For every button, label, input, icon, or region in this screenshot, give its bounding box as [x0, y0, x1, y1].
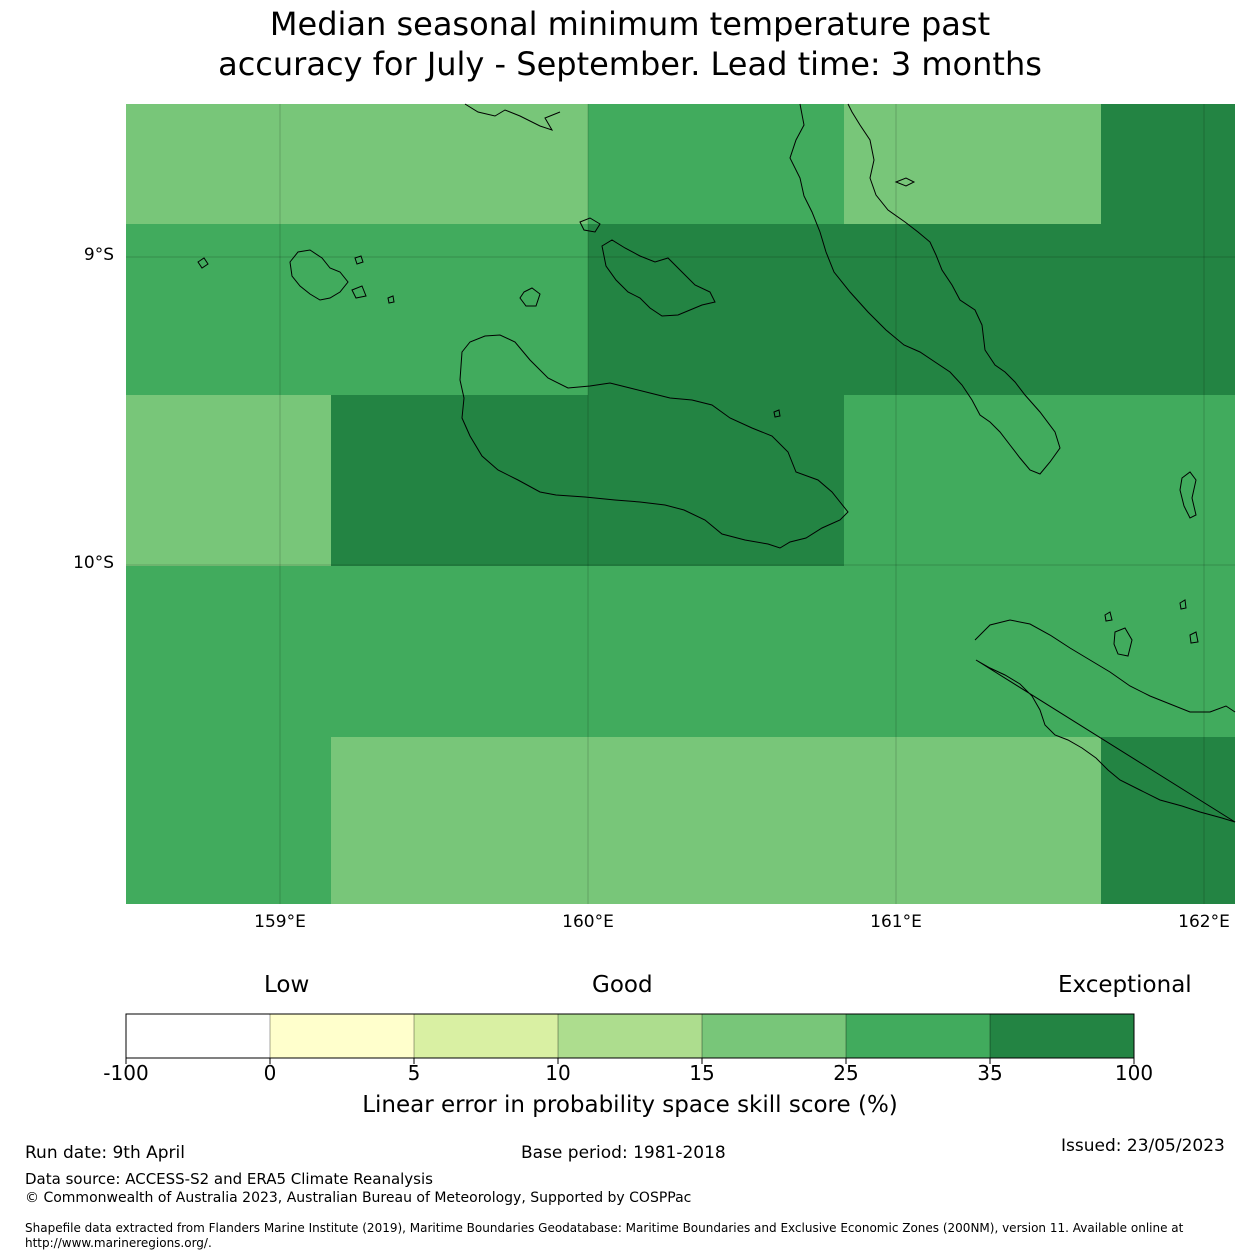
grid-cell [588, 224, 1235, 395]
colorbar-bin [126, 1014, 270, 1058]
lon-label-161e: 161°E [870, 912, 922, 932]
run-date: Run date: 9th April [25, 1143, 185, 1163]
lon-label-162e: 162°E [1178, 912, 1230, 932]
lon-label-160e: 160°E [562, 912, 614, 932]
grid-cell [1101, 737, 1235, 904]
title-line-1: Median seasonal minimum temperature past [269, 5, 991, 43]
makira-islet [1189, 631, 1199, 644]
grid-cell [331, 395, 844, 566]
grid-cell [1101, 104, 1235, 224]
russell-islet [197, 257, 209, 269]
florida-islet [579, 217, 601, 233]
russell-islet [351, 285, 367, 299]
base-period: Base period: 1981-2018 [521, 1143, 726, 1163]
malaita-coast [1179, 471, 1197, 519]
colorbar [125, 1013, 1135, 1064]
lat-label-10s: 10°S [73, 553, 114, 573]
colorbar-label: Linear error in probability space skill … [362, 1092, 898, 1118]
grid-cell [331, 737, 1101, 904]
grid-cell [844, 395, 1235, 566]
santa-isabel-coast [464, 103, 1061, 475]
russell-islet [354, 255, 364, 265]
colorbar-word-good: Good [592, 972, 653, 998]
colorbar-bin [414, 1014, 558, 1058]
makira-islet [1179, 599, 1187, 610]
shapefile-credit: Shapefile data extracted from Flanders M… [25, 1221, 1184, 1250]
colorbar-bin [702, 1014, 846, 1058]
data-source: Data source: ACCESS-S2 and ERA5 Climate … [25, 1170, 433, 1188]
coastlines [197, 103, 1236, 823]
colorbar-word-low: Low [264, 972, 310, 998]
makira-islet [1104, 611, 1113, 622]
savo-island-coast [519, 287, 541, 307]
makira-coast [974, 619, 1236, 823]
guadalcanal-coast [459, 334, 849, 549]
makira-islet [1113, 627, 1133, 657]
grid-cell [126, 566, 1235, 737]
colorbar-bin [846, 1014, 990, 1058]
colorbar-bin [990, 1014, 1134, 1058]
florida-islands-coast [601, 239, 716, 317]
grid-cell [126, 737, 331, 904]
colorbar-bin [558, 1014, 702, 1058]
lat-label-9s: 9°S [83, 245, 114, 265]
russell-islands-coast [289, 249, 349, 301]
russell-islet [387, 295, 395, 304]
colorbar-tick: 25 [833, 1061, 859, 1085]
guadalcanal-islet [773, 409, 781, 418]
skill-grid [126, 104, 1235, 904]
title-line-2: accuracy for July - September. Lead time… [218, 45, 1042, 83]
grid-cell [126, 104, 588, 224]
grid-cell [588, 104, 844, 224]
grid-cell [126, 395, 331, 566]
grid-cell [126, 224, 588, 395]
colorbar-tick: 10 [545, 1061, 571, 1085]
colorbar-tick: 35 [977, 1061, 1003, 1085]
grid-cell [844, 104, 1101, 224]
issued-date: Issued: 23/05/2023 [1061, 1136, 1225, 1156]
gridlines [126, 104, 1235, 904]
colorbar-outline [125, 1013, 1135, 1059]
colorbar-tick: 0 [263, 1061, 277, 1085]
san-jorge-islet [894, 177, 916, 187]
colorbar-tick: 100 [1114, 1061, 1154, 1085]
colorbar-word-exceptional: Exceptional [1058, 972, 1192, 998]
map-title: Median seasonal minimum temperature past… [0, 4, 1260, 84]
copyright: © Commonwealth of Australia 2023, Austra… [25, 1190, 692, 1206]
colorbar-tick: 15 [689, 1061, 715, 1085]
lon-label-159e: 159°E [254, 912, 306, 932]
colorbar-tick: 5 [407, 1061, 421, 1085]
colorbar-tick: -100 [103, 1061, 149, 1085]
colorbar-bin [270, 1014, 414, 1058]
